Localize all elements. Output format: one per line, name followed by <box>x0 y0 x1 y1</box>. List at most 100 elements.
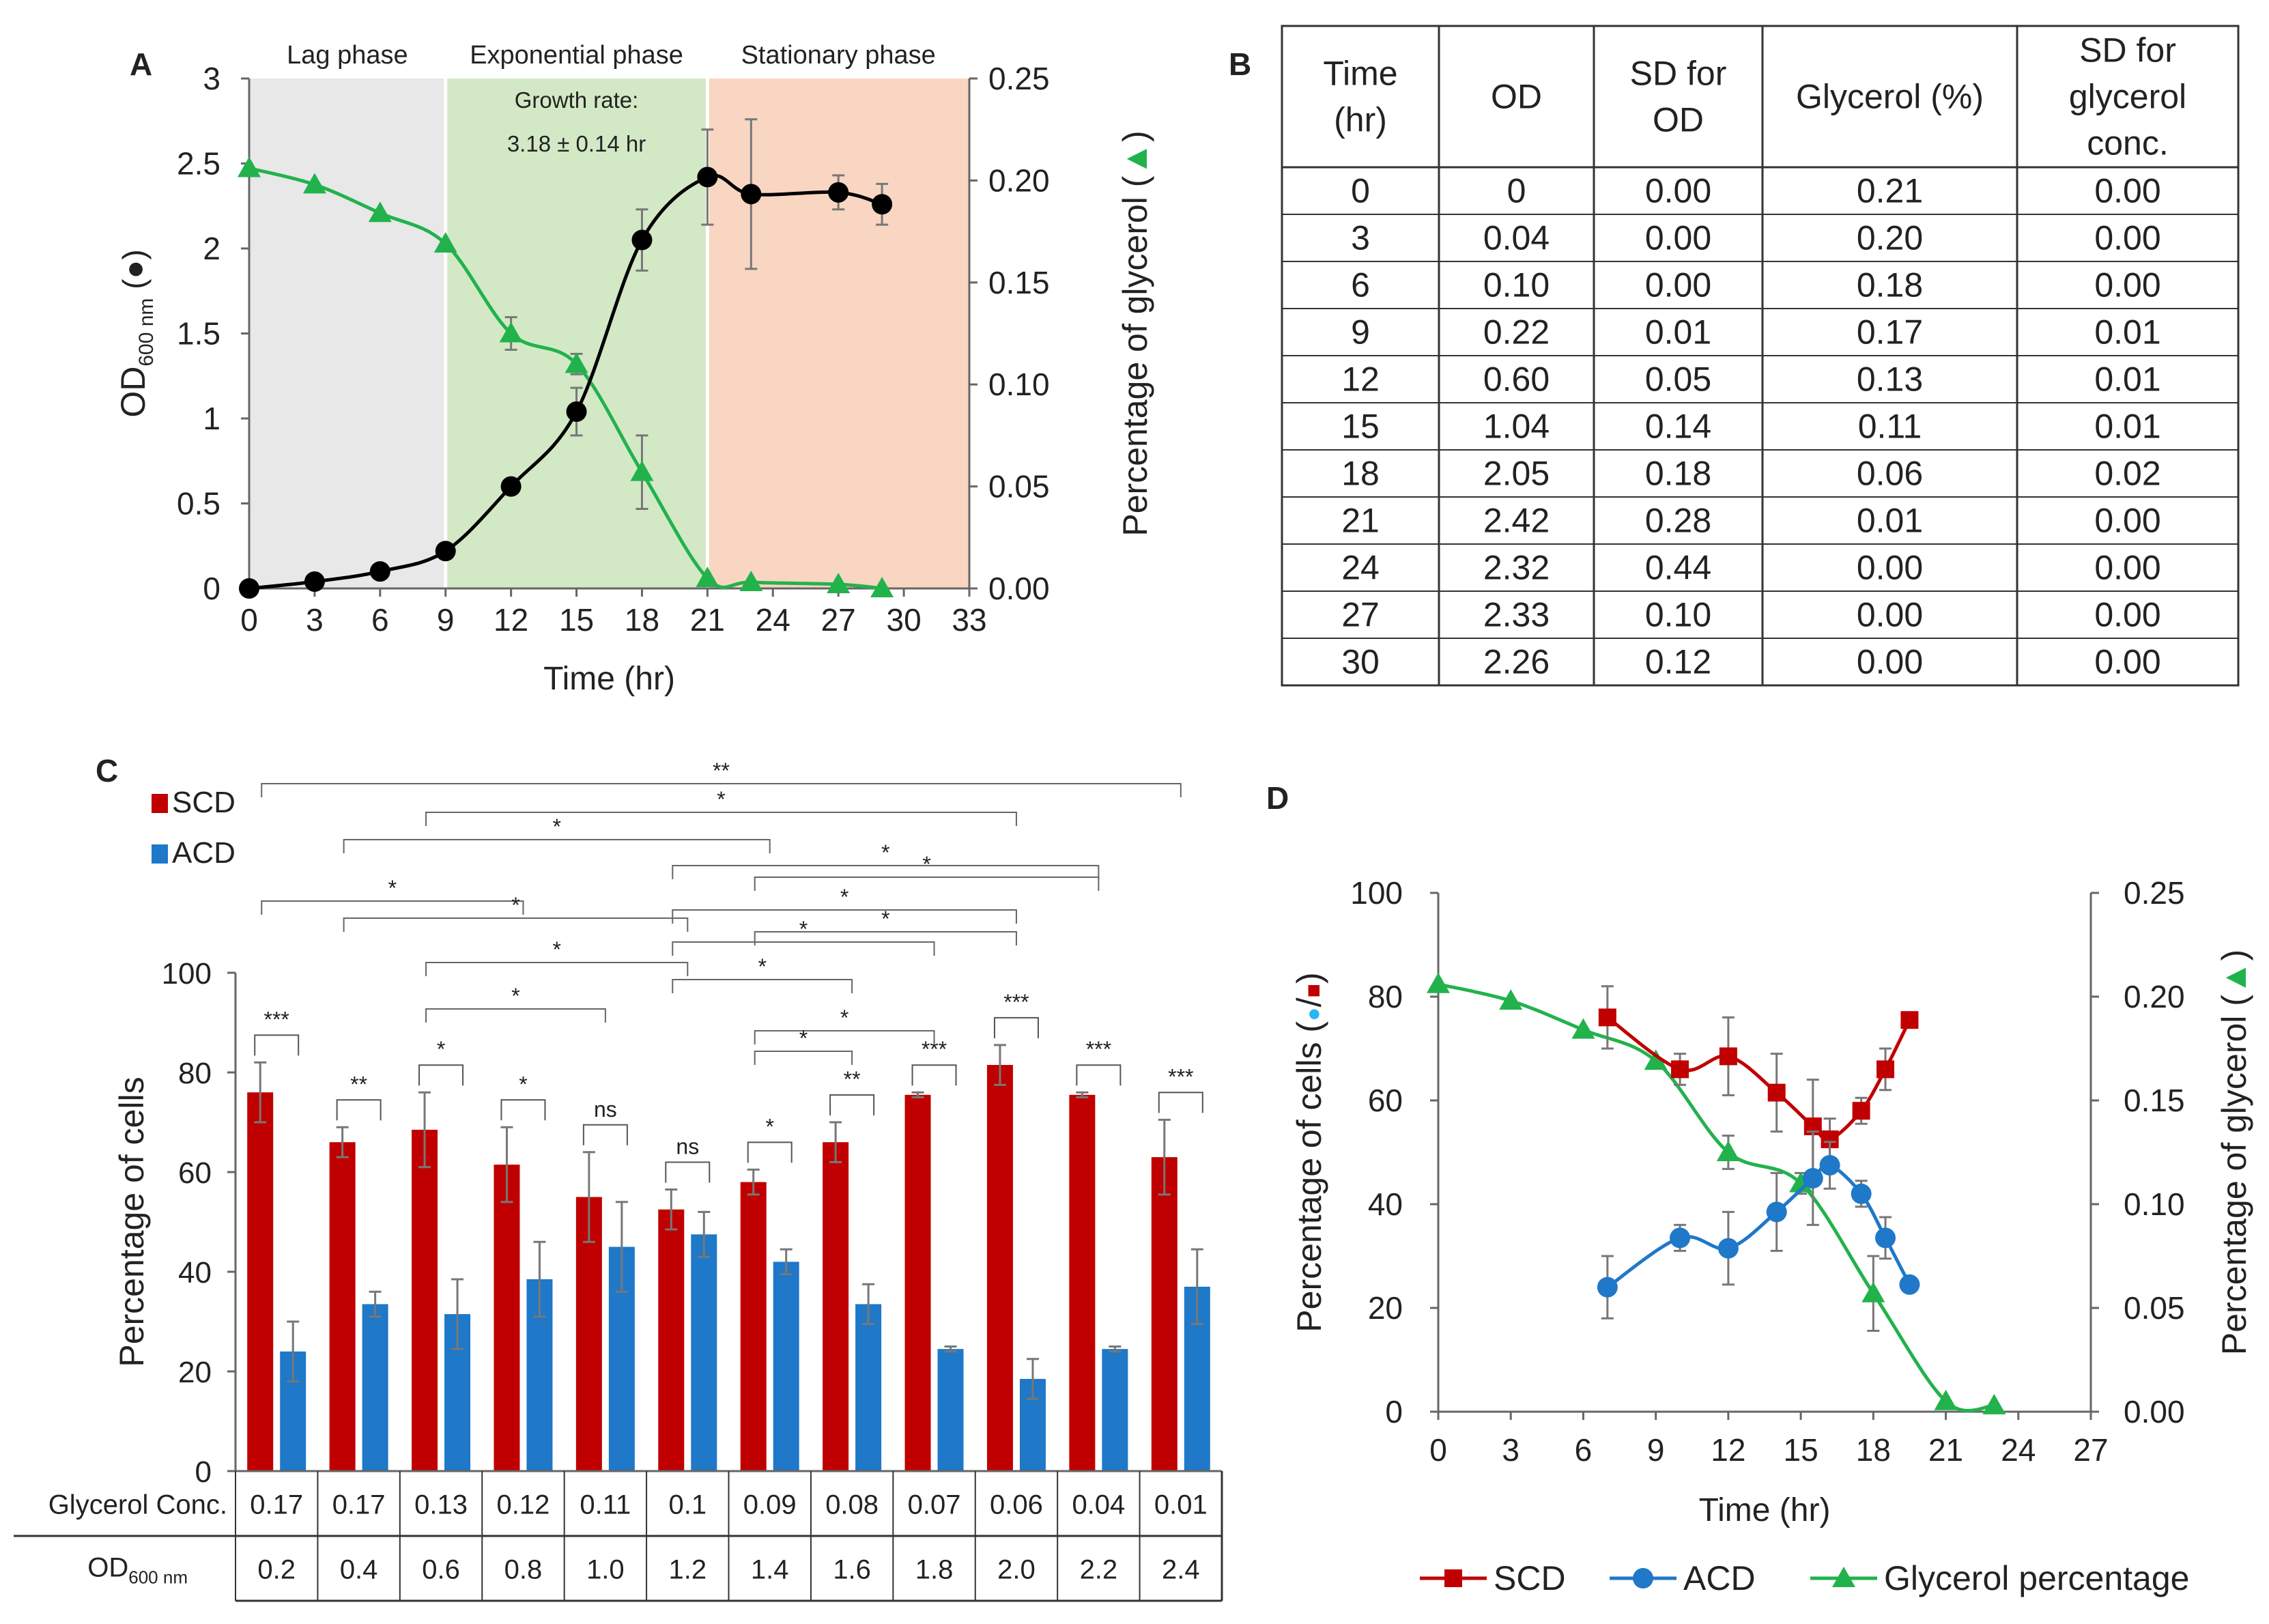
table-cell: 12 <box>1341 360 1380 399</box>
glycerol-point <box>1644 1049 1668 1070</box>
od-point <box>369 561 390 582</box>
comparison-bracket <box>261 783 1182 797</box>
glycerol-cell: 0.13 <box>414 1490 468 1520</box>
y-tick-label: 80 <box>178 1057 212 1090</box>
y2-axis-title-close: ) <box>2215 950 2253 961</box>
acd-point <box>1802 1168 1823 1188</box>
od-cell: 2.0 <box>997 1555 1036 1585</box>
bar-scd <box>823 1142 849 1471</box>
scd-point <box>1852 1102 1870 1120</box>
acd-point <box>1670 1227 1691 1249</box>
y-tick-label: 0 <box>195 1455 212 1489</box>
x-tick-label: 3 <box>306 602 324 638</box>
pair-bracket <box>418 1064 464 1086</box>
table-header-text: glycerol <box>2069 78 2186 116</box>
comparison-significance: * <box>758 954 766 979</box>
comparison-significance: ** <box>713 758 730 783</box>
y-tick-label: 100 <box>162 957 212 991</box>
x-tick-label: 27 <box>821 602 856 638</box>
table-cell: 0.44 <box>1645 549 1711 587</box>
table-cell: 0.60 <box>1483 360 1550 399</box>
table-cell: 27 <box>1341 596 1380 634</box>
table-cell: 18 <box>1341 455 1380 493</box>
bar-scd <box>1069 1094 1096 1471</box>
phase-label-2: Stationary phase <box>741 41 936 70</box>
table-cell: 0.00 <box>1857 596 1923 634</box>
glycerol-cell: 0.09 <box>743 1490 797 1520</box>
comparison-bracket <box>425 1008 606 1023</box>
od-cell: 1.0 <box>586 1555 625 1585</box>
table-cell: 0.17 <box>1857 313 1923 352</box>
panel-a-growth-chart: Lag phase Exponential phase Stationary pha… <box>114 41 1154 697</box>
x-tick-label: 6 <box>1575 1432 1593 1468</box>
pair-bracket <box>747 1141 793 1163</box>
panel-a-label: A <box>130 46 152 82</box>
table-cell: 0.00 <box>2094 266 2160 304</box>
table-cell: 0.05 <box>1645 360 1711 399</box>
pair-significance: ** <box>844 1067 861 1092</box>
glycerol-point <box>368 201 392 223</box>
comparison-significance: * <box>799 1026 808 1051</box>
y-axis-title-marker: (●) <box>116 249 152 298</box>
pair-significance: * <box>519 1072 527 1096</box>
table-header-text: Time <box>1323 55 1397 93</box>
growth-rate-value: 3.18 ± 0.14 hr <box>507 131 646 156</box>
y-tick-label: 60 <box>1368 1083 1403 1118</box>
comparison-significance: * <box>840 1006 848 1030</box>
table-cell: 0.14 <box>1645 408 1711 446</box>
pair-bracket <box>665 1161 711 1183</box>
od-point <box>872 194 893 215</box>
bar-scd <box>986 1065 1013 1471</box>
panel-b-data-table: Time (hr) OD SD for OD Glycerol (%) SD for glyc… <box>1281 25 2240 687</box>
glycerol-point <box>1789 1171 1813 1193</box>
table-cell: 0.00 <box>2094 502 2160 540</box>
glycerol-point <box>1499 989 1523 1010</box>
y-tick-label: 1 <box>203 401 220 436</box>
table-cell: 0.00 <box>1645 172 1711 210</box>
x-tick-label: 21 <box>1928 1432 1963 1468</box>
bar-acd <box>1102 1349 1128 1471</box>
y-tick-label: 0 <box>203 571 220 606</box>
acd-point <box>1851 1183 1872 1204</box>
glycerol-cell: 0.06 <box>990 1490 1043 1520</box>
table-cell: 0.01 <box>2094 408 2160 446</box>
table-cell: 2.05 <box>1483 455 1550 493</box>
acd-point <box>1717 1238 1739 1259</box>
table-cell: 6 <box>1351 266 1370 304</box>
table-cell: 0.00 <box>2094 219 2160 257</box>
bar-scd <box>494 1165 520 1471</box>
od-point <box>566 401 587 423</box>
od-point <box>697 167 718 188</box>
bar-acd <box>855 1304 882 1471</box>
y-tick-label: 3 <box>203 61 220 96</box>
comparison-bracket <box>754 877 1100 891</box>
phase-label-0: Lag phase <box>287 41 408 70</box>
legend-acd-marker <box>1633 1568 1653 1589</box>
bar-scd <box>740 1182 767 1471</box>
y-axis-title: OD600 nm (●) <box>114 249 158 417</box>
x-tick-label: 18 <box>1856 1432 1891 1468</box>
od-cell: 2.2 <box>1080 1555 1118 1585</box>
table-header-text: SD for <box>1630 55 1727 93</box>
y2-tick-label: 0.25 <box>2124 875 2185 911</box>
table-cell: 0.02 <box>2094 455 2160 493</box>
table-cell: 0.00 <box>1857 549 1923 587</box>
table-cell: 0.20 <box>1857 219 1923 257</box>
glycerol-line <box>1438 982 1995 1412</box>
panel-d-line-chart: 0 3 6 9 12 15 18 21 24 27 0 20 40 60 80 100 0.00 0.05 0.10… <box>1290 875 2253 1597</box>
table-cell: 0.28 <box>1645 502 1711 540</box>
glycerol-point <box>433 232 457 253</box>
y-tick-label: 60 <box>178 1156 212 1190</box>
table-header-text: conc. <box>2087 124 2169 162</box>
y-axis-title-close: ) <box>1290 972 1328 984</box>
pair-significance: *** <box>1086 1037 1111 1062</box>
comparison-bracket <box>754 1030 935 1044</box>
pair-significance: ns <box>594 1097 617 1122</box>
glycerol-point <box>565 352 588 373</box>
bar-scd <box>329 1142 356 1471</box>
comparison-significance: * <box>881 907 889 931</box>
x-axis-title: Time (hr) <box>1699 1492 1831 1528</box>
x-tick-label: 21 <box>690 602 725 638</box>
pair-bracket <box>911 1064 957 1086</box>
legend-scd-label: SCD <box>1494 1559 1566 1597</box>
